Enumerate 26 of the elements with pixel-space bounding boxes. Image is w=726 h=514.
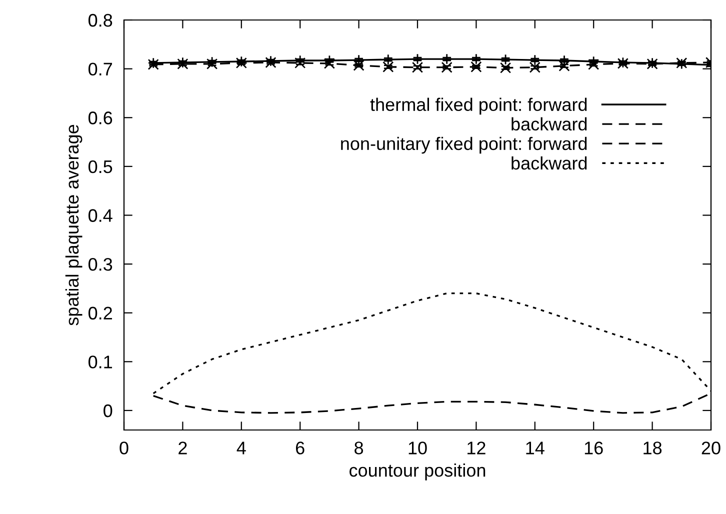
legend-label: backward [512,117,587,131]
y-tick-label: 0.6 [88,112,112,124]
y-tick-label: 0.1 [88,356,112,368]
x-tick-label: 12 [468,442,486,454]
x-tick-label: 20 [702,442,720,454]
legend-label: non-unitary fixed point: forward [341,136,587,154]
x-axis-title: countour position [350,464,486,480]
x-tick-label: 18 [644,442,662,454]
x-tick-label: 2 [178,442,187,454]
x-tick-label: 4 [236,442,246,454]
y-tick-label: 0.4 [88,209,112,222]
x-tick-label: 8 [354,442,364,454]
y-tick-label: 0 [104,404,112,418]
y-tick-label: 0.5 [88,160,112,174]
x-tick-label: 10 [408,442,427,454]
y-axis-title: spatial plaquette average [65,124,82,326]
legend-label: backward [512,156,587,170]
y-tick-label: 0.7 [88,62,112,76]
x-tick-label: 16 [584,442,603,454]
y-tick-label: 0.3 [88,258,112,271]
x-tick-label: 14 [526,442,544,454]
y-tick-label: 0.2 [88,306,112,320]
x-tick-label: 6 [296,442,304,454]
legend-label: thermal fixed point: forward [370,98,587,115]
x-tick-label: 0 [120,442,128,454]
y-tick-label: 0.8 [88,14,112,27]
